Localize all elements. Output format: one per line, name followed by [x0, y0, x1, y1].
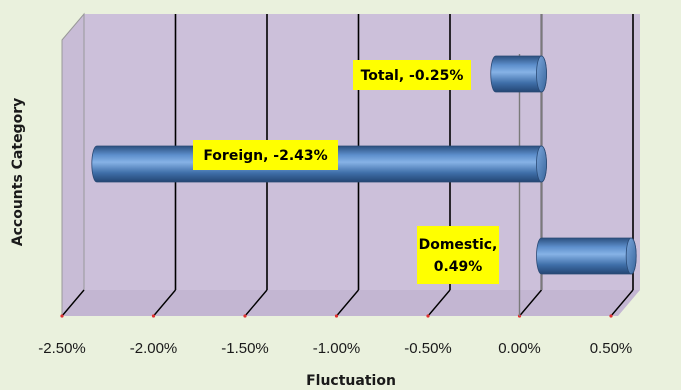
x-tick-label: -2.00%: [130, 340, 178, 357]
x-tick-label: -1.00%: [313, 340, 361, 357]
bar-total: [490, 55, 547, 93]
x-tick-label: -0.50%: [404, 340, 452, 357]
x-tick-label: 0.50%: [590, 340, 633, 357]
x-tick-label: 0.00%: [498, 340, 541, 357]
plot-left-wall: [61, 12, 85, 318]
x-tick-label: -1.50%: [221, 340, 269, 357]
data-label-text: Total, -0.25%: [361, 68, 464, 84]
data-label-text: Foreign, -2.43%: [203, 148, 327, 164]
x-tick-label: -2.50%: [38, 340, 86, 357]
bar-domestic: [536, 237, 637, 275]
y-axis-title: Accounts Category: [10, 98, 26, 246]
gridline: [60, 289, 85, 318]
data-label-text: 0.49%: [434, 259, 483, 275]
data-label-foreign: Foreign, -2.43%: [193, 140, 338, 170]
x-tick-labels: -2.50% -2.00% -1.50% -1.00% -0.50% 0.00% 0.50%: [38, 340, 632, 357]
x-axis-title: Fluctuation: [306, 373, 396, 389]
data-label-text: Domestic,: [419, 237, 498, 253]
data-label-domestic: Domestic, 0.49%: [417, 226, 499, 284]
data-label-total: Total, -0.25%: [353, 60, 471, 90]
plot-floor: [62, 290, 640, 316]
data-labels: Domestic, 0.49% Foreign, -2.43% Total, -0.2…: [193, 60, 499, 284]
